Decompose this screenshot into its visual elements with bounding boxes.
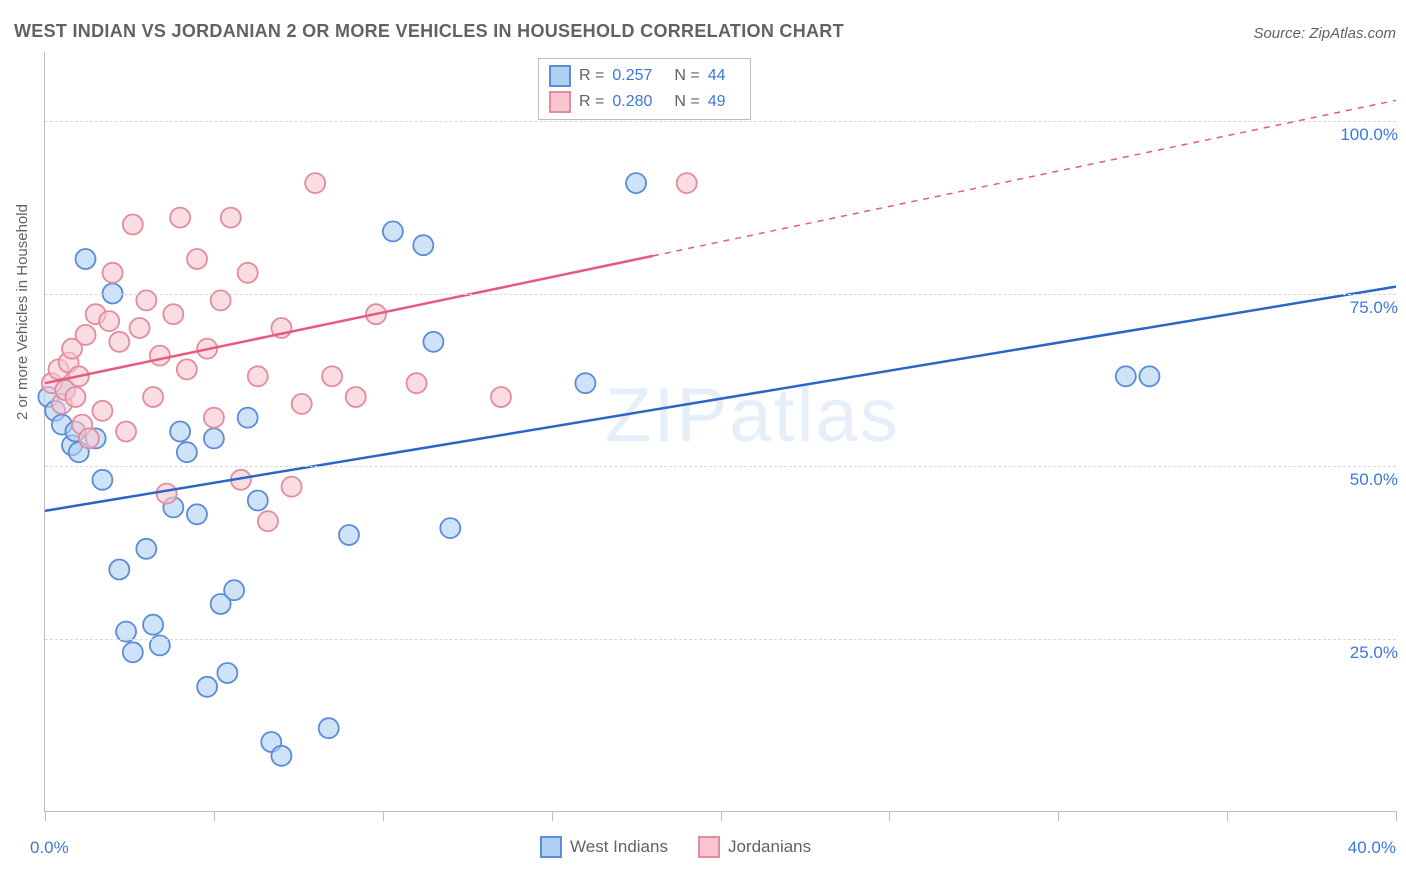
y-tick-label: 100.0%: [1340, 125, 1398, 145]
chart-title: WEST INDIAN VS JORDANIAN 2 OR MORE VEHIC…: [14, 21, 844, 42]
y-tick-label: 50.0%: [1350, 470, 1398, 490]
legend-item-1: West Indians: [540, 836, 668, 858]
chart-container: WEST INDIAN VS JORDANIAN 2 OR MORE VEHIC…: [0, 0, 1406, 892]
y-tick-label: 25.0%: [1350, 643, 1398, 663]
header: WEST INDIAN VS JORDANIAN 2 OR MORE VEHIC…: [0, 0, 1406, 48]
n-label: N =: [674, 93, 699, 111]
n-label: N =: [674, 67, 699, 85]
r-value-2: 0.280: [612, 93, 652, 111]
x-axis-max: 40.0%: [1348, 838, 1396, 858]
n-value-1: 44: [708, 67, 726, 85]
source-label: Source: ZipAtlas.com: [1253, 25, 1396, 42]
legend-item-2: Jordanians: [698, 836, 811, 858]
legend-label-2: Jordanians: [728, 837, 811, 857]
plot-area: ZIPatlas: [44, 52, 1396, 812]
swatch-series-2: [549, 91, 571, 113]
n-value-2: 49: [708, 93, 726, 111]
swatch-series-2b: [698, 836, 720, 858]
legend-stats-row-1: R = 0.257 N = 44: [549, 63, 740, 89]
swatch-series-1: [549, 65, 571, 87]
legend-series: West Indians Jordanians: [540, 836, 811, 858]
swatch-series-1b: [540, 836, 562, 858]
r-value-1: 0.257: [612, 67, 652, 85]
r-label: R =: [579, 93, 604, 111]
legend-stats: R = 0.257 N = 44 R = 0.280 N = 49: [538, 58, 751, 120]
legend-label-1: West Indians: [570, 837, 668, 857]
y-axis-label: 2 or more Vehicles in Household: [14, 204, 31, 420]
legend-stats-row-2: R = 0.280 N = 49: [549, 89, 740, 115]
x-axis-min: 0.0%: [30, 838, 69, 858]
r-label: R =: [579, 67, 604, 85]
chart-svg: [45, 52, 1396, 811]
y-tick-label: 75.0%: [1350, 298, 1398, 318]
